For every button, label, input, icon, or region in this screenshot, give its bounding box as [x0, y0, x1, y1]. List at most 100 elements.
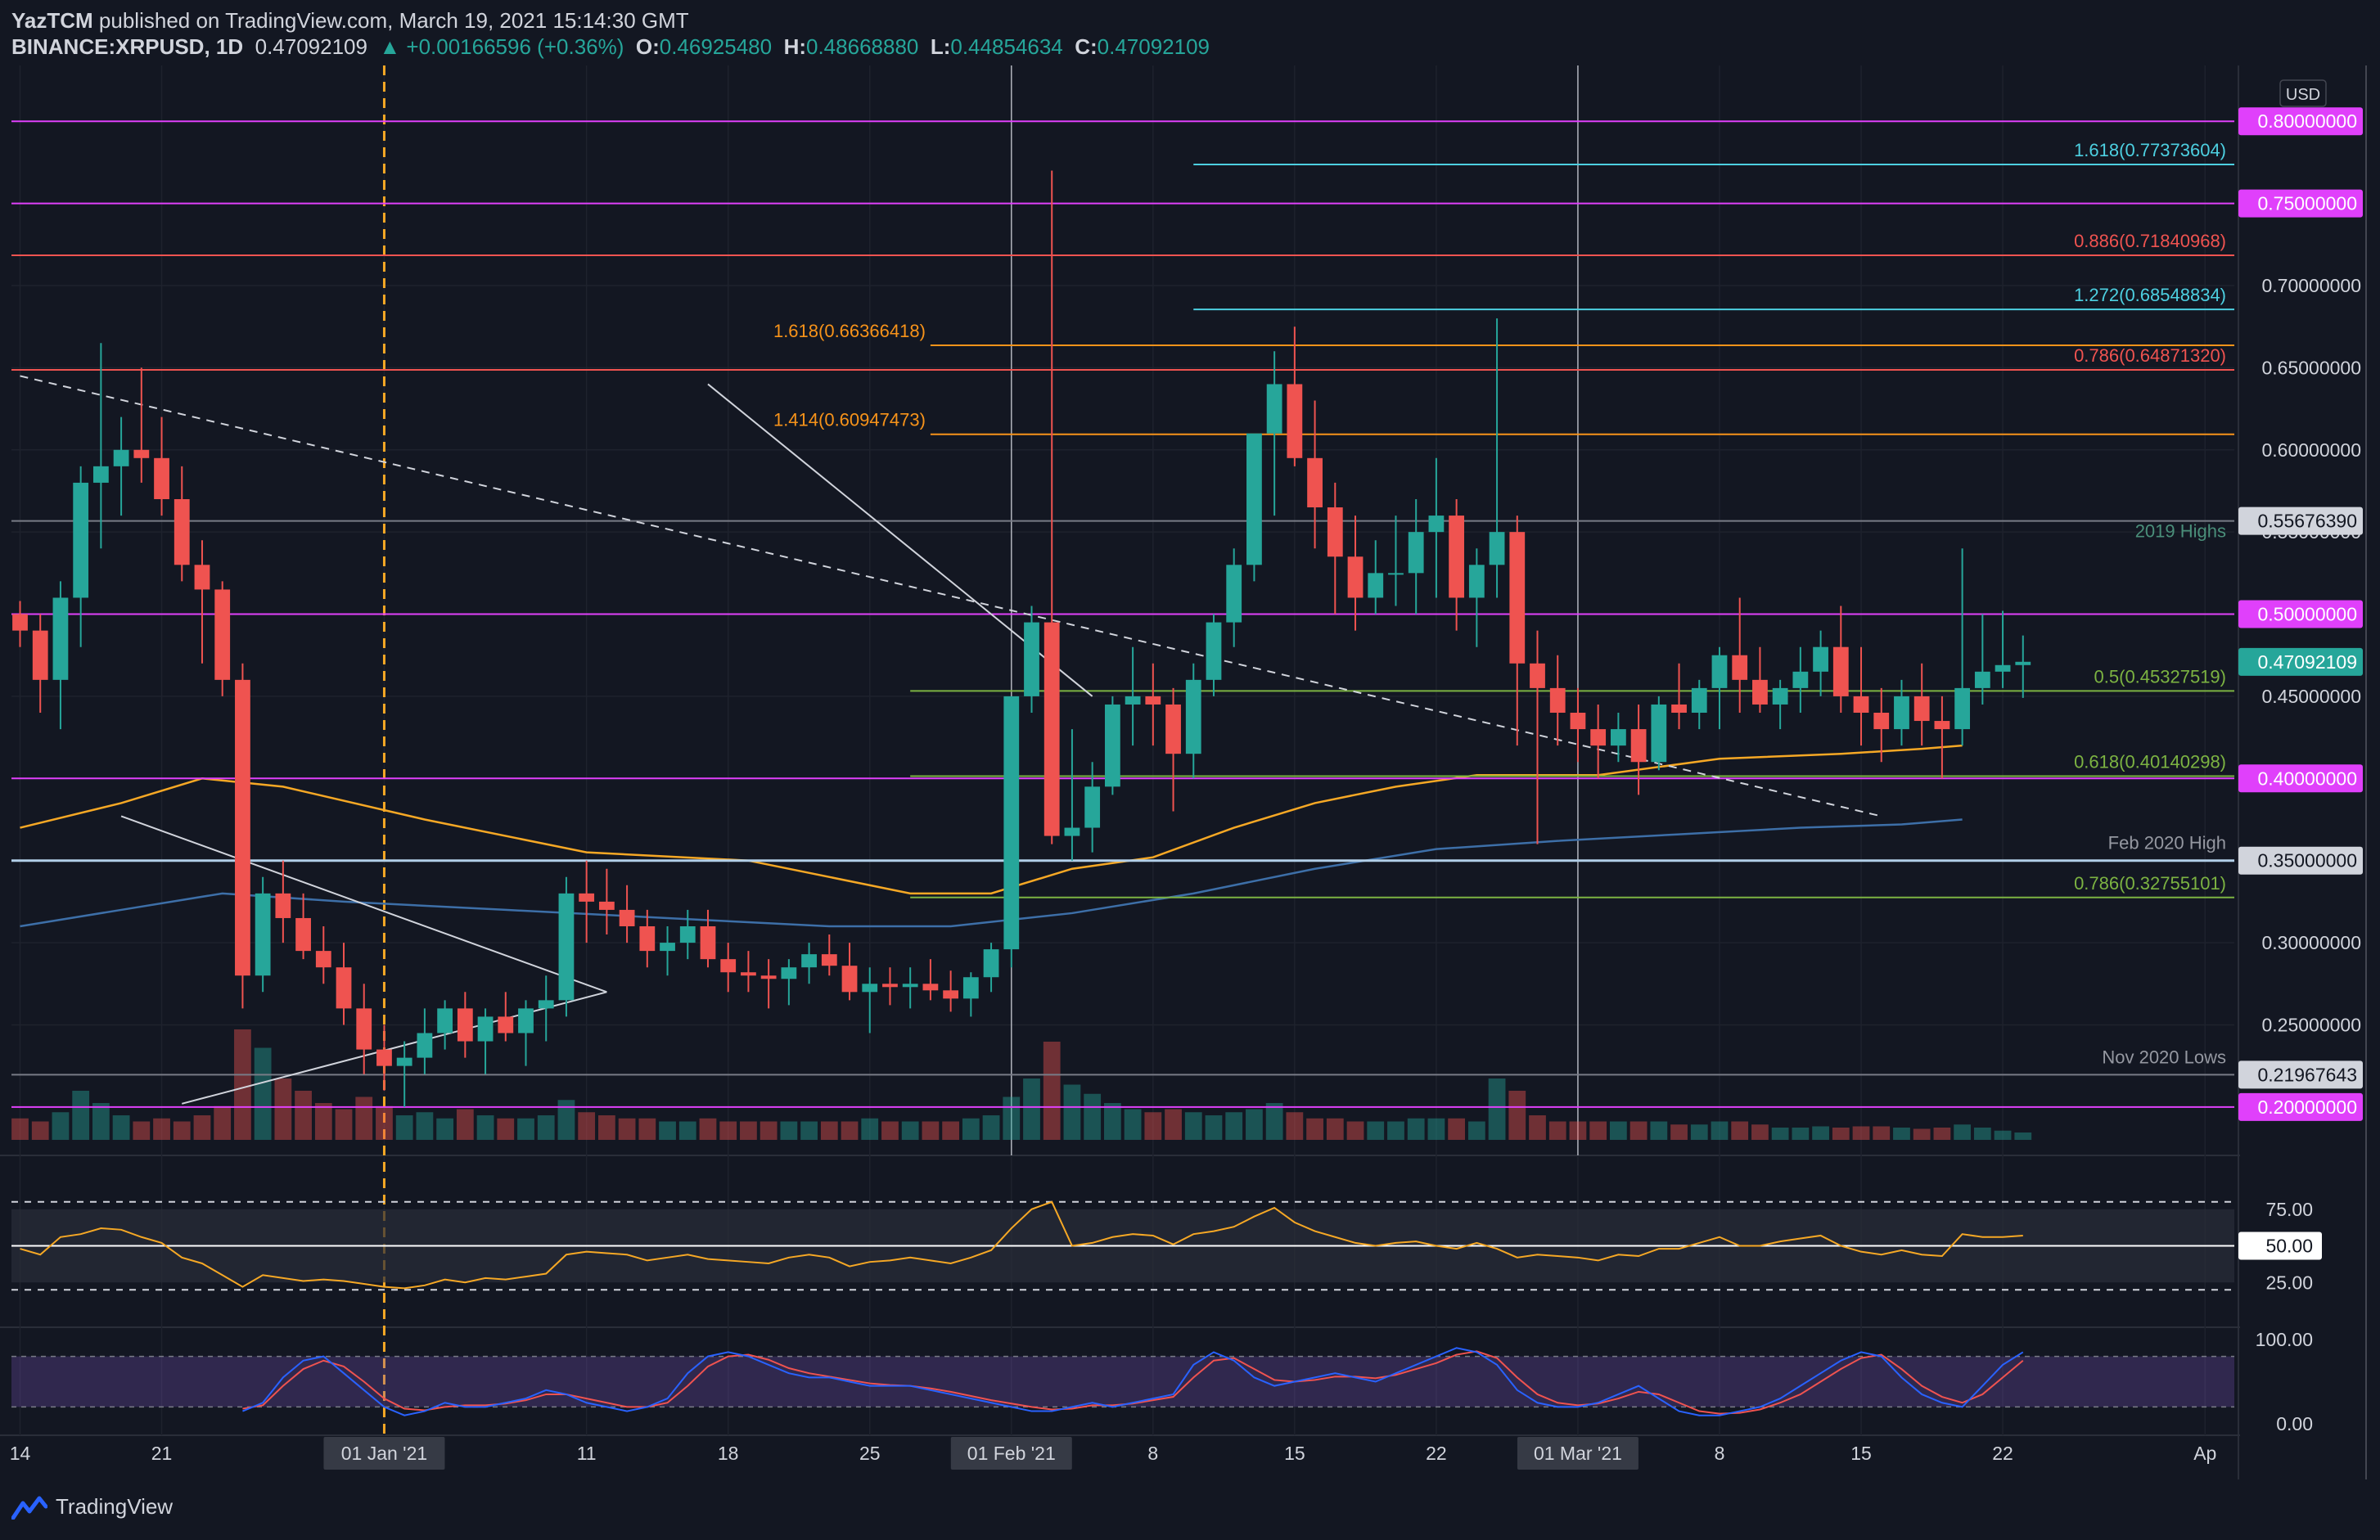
candle-body — [1934, 721, 1950, 730]
volume-bar — [638, 1118, 656, 1140]
level-badge-bg[interactable] — [2238, 846, 2363, 875]
volume-bar — [395, 1115, 413, 1140]
volume-bar — [1225, 1112, 1243, 1140]
candle-body — [1651, 704, 1667, 763]
volume-bar — [1771, 1128, 1789, 1140]
open-label: O: — [635, 34, 660, 59]
candle-body — [133, 449, 150, 458]
volume-bar — [1629, 1121, 1648, 1140]
time-label-highlight[interactable] — [323, 1437, 445, 1470]
rsi-pane: 75.00 50.00 25.00 — [11, 1199, 2322, 1293]
level-label: Feb 2020 High — [2108, 833, 2226, 853]
candle-body — [1873, 713, 1890, 730]
candle-body — [518, 1008, 534, 1033]
candle-body — [275, 893, 291, 918]
volume-bar — [1205, 1115, 1223, 1140]
candle-body — [1570, 713, 1586, 730]
tradingview-brand: TradingView — [56, 1494, 174, 1519]
volume-bar — [760, 1121, 778, 1140]
candle-body — [943, 990, 959, 999]
volume-bar — [72, 1091, 90, 1140]
level-badge: 0.20000000 — [2257, 1096, 2357, 1118]
time-tick: 01 Jan '21 — [341, 1443, 427, 1464]
stoch-tick: 100.00 — [2256, 1329, 2313, 1350]
close-value: 0.47092109 — [1097, 34, 1210, 59]
volume-bar — [1792, 1128, 1810, 1140]
triangle-lower-line[interactable] — [182, 991, 607, 1105]
time-label-highlight[interactable] — [950, 1437, 1072, 1470]
tradingview-logo[interactable]: TradingView — [11, 1494, 173, 1520]
open-value: 0.46925480 — [659, 34, 773, 59]
time-tick: 14 — [10, 1443, 31, 1464]
level-badge-bg[interactable] — [2238, 764, 2363, 793]
level-badge: 0.80000000 — [2257, 110, 2357, 132]
volume-bar — [699, 1118, 717, 1140]
time-tick: Ap — [2193, 1443, 2216, 1464]
candle-body — [1145, 696, 1161, 705]
volume-bar — [1933, 1128, 1951, 1140]
candle-body — [862, 984, 878, 993]
stoch-band — [11, 1356, 2234, 1407]
candle-body — [1368, 573, 1384, 598]
high-value: 0.48668880 — [806, 34, 919, 59]
candle-body — [660, 943, 675, 952]
volume-bar — [1023, 1078, 1040, 1140]
time-tick: 01 Feb '21 — [967, 1443, 1056, 1464]
time-label-highlight[interactable] — [1517, 1437, 1639, 1470]
level-badge-bg[interactable] — [2238, 107, 2363, 136]
candle-body — [1408, 532, 1424, 574]
last-price-badge-bg[interactable] — [2238, 647, 2363, 676]
symbol-name[interactable]: BINANCE:XRPUSD, 1D — [11, 34, 244, 59]
volume-bar — [1690, 1124, 1708, 1140]
long-descending-dashed-trendline[interactable] — [20, 375, 1882, 817]
level-badge-bg[interactable] — [2238, 600, 2363, 628]
volume-bar — [355, 1096, 373, 1140]
volume-bar — [1003, 1096, 1021, 1140]
volume-bar — [800, 1121, 818, 1140]
candle-body — [295, 917, 311, 952]
candle-body — [1974, 671, 1990, 688]
volume-bar — [31, 1121, 49, 1140]
level-badge-bg[interactable] — [2238, 189, 2363, 218]
time-tick: 8 — [1147, 1443, 1158, 1464]
rsi-value-badge-bg[interactable] — [2238, 1232, 2322, 1260]
volume-bar — [1326, 1118, 1344, 1140]
candle-body — [1995, 664, 2011, 672]
candle-body — [1327, 507, 1343, 557]
volume-bar — [537, 1115, 555, 1140]
level-badge-bg[interactable] — [2238, 507, 2363, 535]
candle-body — [396, 1057, 412, 1066]
candle-body — [760, 975, 777, 979]
candle-body — [579, 893, 595, 902]
volume-bar — [214, 1105, 232, 1140]
level-badge-bg[interactable] — [2238, 1060, 2363, 1089]
volume-bar — [335, 1109, 353, 1140]
candle-body — [1206, 622, 1222, 680]
volume-bar — [861, 1118, 879, 1140]
triangle-upper-line[interactable] — [120, 815, 607, 993]
volume-bar — [740, 1121, 757, 1140]
candle-body — [1549, 687, 1566, 713]
volume-bar — [982, 1115, 1000, 1140]
candle-body — [1388, 573, 1404, 575]
candle-body — [12, 614, 28, 631]
close-label: C: — [1075, 34, 1098, 59]
candle-body — [194, 565, 210, 590]
time-tick: 18 — [718, 1443, 739, 1464]
author-name[interactable]: YazTCM — [11, 8, 93, 33]
support-resistance-levels: 2019 Highs Feb 2020 High Nov 2020 Lows — [11, 120, 2234, 1108]
candle-body — [92, 466, 109, 483]
time-tick: 21 — [151, 1443, 173, 1464]
candle-body — [1610, 729, 1626, 746]
candle-body — [1894, 696, 1909, 730]
candle-body — [1468, 565, 1485, 598]
time-tick: 8 — [1715, 1443, 1725, 1464]
time-tick: 22 — [1992, 1443, 2013, 1464]
volume-bar — [1508, 1091, 1526, 1140]
stoch-tick: 0.00 — [2276, 1413, 2313, 1434]
currency-badge[interactable] — [2279, 79, 2327, 107]
candle-body — [2015, 661, 2031, 665]
level-badge-bg[interactable] — [2238, 1092, 2363, 1121]
volume-bar — [1812, 1126, 1829, 1140]
